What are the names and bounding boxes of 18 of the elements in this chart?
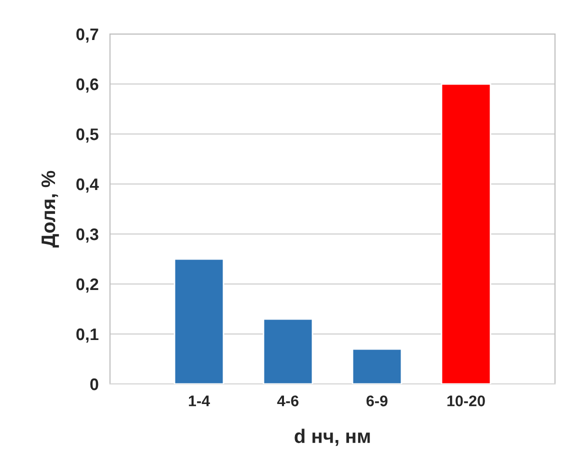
bar	[440, 83, 492, 384]
y-tick-label: 0,2	[76, 278, 98, 293]
y-tick-label: 0,4	[76, 178, 99, 193]
y-tick-label: 0,5	[76, 128, 98, 143]
y-tick-label: 0,6	[76, 78, 98, 93]
y-tick-label: 0,1	[76, 328, 98, 343]
x-axis-title: d нч, нм	[294, 428, 370, 446]
x-tick-label: 1-4	[188, 396, 210, 406]
bar	[352, 348, 402, 384]
y-tick-label: 0	[90, 378, 98, 390]
x-tick-label: 6-9	[366, 396, 388, 406]
bar	[262, 318, 314, 384]
y-tick-label: 0,3	[76, 228, 98, 243]
x-tick-label: 4-6	[277, 396, 298, 406]
x-tick-label: 10-20	[447, 396, 485, 406]
y-tick-label: 0,7	[76, 28, 98, 43]
bar	[174, 258, 224, 384]
y-axis-title: Доля, %	[41, 170, 59, 248]
